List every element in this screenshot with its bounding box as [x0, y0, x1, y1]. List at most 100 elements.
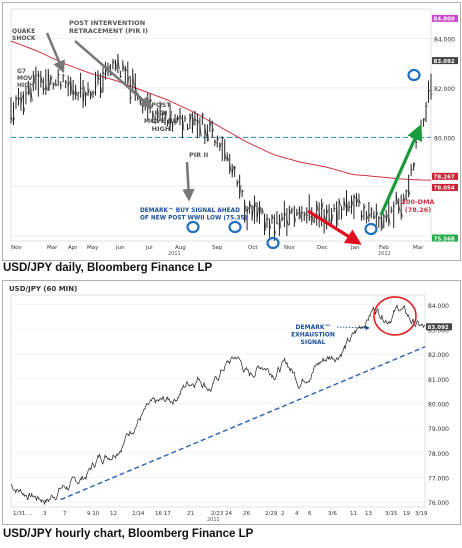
- x-tick-label: 24: [225, 511, 232, 517]
- daily-x-axis: Nov Mar Apr May Jun Jul Aug Sep Oct Nov Dec Jan Feb M…: [11, 245, 424, 257]
- x-tick-label: 21: [187, 511, 194, 517]
- price-tick: [261, 208, 264, 214]
- price-tick: [23, 107, 26, 115]
- hourly-title: USD/JPY (60 MIN): [9, 285, 77, 293]
- price-tick: [45, 84, 48, 91]
- demark-circle: [407, 68, 421, 82]
- demark-circle: [364, 222, 378, 236]
- x-tick-label: 4: [295, 511, 299, 517]
- price-tick: [92, 91, 95, 94]
- price-tick: [321, 203, 324, 211]
- x-tick-label: Nov: [284, 245, 295, 251]
- x-tick-label: Jan: [350, 245, 360, 251]
- price-tick: [212, 128, 215, 133]
- x-tick-label: Aug: [175, 245, 186, 251]
- price-tick: [167, 119, 170, 126]
- price-tick: [254, 200, 257, 208]
- price-tick: [430, 93, 433, 95]
- price-tag-text: 78.054: [434, 186, 455, 192]
- price-tag-box: [432, 172, 458, 180]
- price-tick: [162, 112, 165, 115]
- price-tag-box: [432, 14, 458, 22]
- price-tick: [209, 121, 212, 129]
- daily-demark-circles: [186, 68, 421, 250]
- price-tick: [90, 91, 93, 99]
- price-tick: [187, 127, 190, 131]
- price-tick: [274, 230, 277, 236]
- price-tick: [271, 214, 274, 220]
- price-tick: [189, 114, 192, 123]
- price-tick: [428, 88, 431, 92]
- y-tick-label: 82.000: [434, 86, 455, 93]
- price-tick: [395, 193, 399, 205]
- price-tick: [80, 87, 83, 89]
- arrow-green-up: [379, 124, 423, 216]
- trendline: [60, 346, 426, 501]
- price-tick: [284, 213, 287, 217]
- price-tick: [326, 209, 329, 216]
- price-tick: [87, 88, 90, 94]
- x-tick-label: 3: [43, 511, 47, 517]
- demark-exhaustion-label: DEMARK™ EXHAUSTION SIGNAL: [291, 324, 335, 346]
- y-tick-label: 77.000: [428, 475, 449, 482]
- year-label: 2012: [207, 517, 220, 523]
- price-tick: [219, 143, 222, 149]
- x-tick-label: 1/31 ...: [13, 511, 33, 517]
- x-tick-label: Jul: [145, 245, 153, 251]
- price-tick: [127, 75, 130, 84]
- price-tick: [214, 140, 217, 144]
- price-tick: [192, 117, 195, 131]
- price-tick: [298, 206, 302, 219]
- price-tick: [398, 205, 401, 212]
- price-tick: [376, 211, 379, 218]
- y-tick-label: 80.000: [434, 135, 455, 142]
- price-tick: [132, 74, 135, 86]
- daily-price-tags: 84.800 83.092 78.267 78.054 75.568: [432, 14, 458, 242]
- price-tick: [197, 120, 200, 126]
- price-tick: [100, 85, 103, 94]
- price-tick: [25, 92, 28, 94]
- x-tick-label: 16 17: [155, 511, 171, 517]
- y-tick-label: 76.000: [428, 500, 449, 507]
- y-tick-label: 84.000: [428, 303, 449, 310]
- x-tick-label: Nov: [11, 245, 22, 251]
- price-tick: [157, 115, 160, 120]
- price-tick: [231, 165, 234, 175]
- price-tick: [236, 181, 239, 185]
- price-tick: [47, 70, 51, 91]
- hourly-chart-panel: USD/JPY (60 MIN) 84.000 83.000 82.000 81.000…: [2, 280, 461, 525]
- year-label: 2012: [378, 251, 391, 257]
- price-tick: [256, 207, 259, 221]
- x-tick-label: 2/23: [211, 511, 224, 517]
- price-tick: [130, 96, 132, 99]
- daily-caption: USD/JPY daily, Bloomberg Finance LP: [3, 262, 213, 274]
- price-tick: [112, 61, 115, 65]
- price-tick: [152, 110, 155, 118]
- x-tick-label: 6: [308, 511, 312, 517]
- price-tick: [361, 214, 364, 218]
- price-tag-box: [432, 183, 458, 191]
- price-tick: [264, 216, 267, 231]
- price-tick: [164, 116, 167, 120]
- price-tick: [383, 214, 386, 218]
- hourly-plot-area: [10, 294, 426, 508]
- price-tick: [82, 86, 85, 107]
- price-tick: [72, 89, 75, 95]
- price-tick: [338, 199, 341, 206]
- price-tick: [308, 216, 311, 219]
- hourly-price-line: [11, 304, 426, 506]
- price-tick: [67, 81, 70, 88]
- hourly-caption: USD/JPY hourly chart, Bloomberg Finance …: [3, 528, 254, 540]
- price-tick: [120, 75, 123, 78]
- price-tick: [239, 184, 242, 197]
- price-tick: [28, 83, 31, 95]
- price-tick: [405, 189, 408, 192]
- price-tick: [169, 110, 172, 130]
- price-tick: [371, 208, 374, 211]
- x-tick-label: May: [87, 245, 99, 251]
- price-tag-text: 84.800: [434, 17, 455, 23]
- x-tick-label: 12: [110, 511, 117, 517]
- price-tick: [403, 197, 406, 205]
- price-tick: [174, 120, 177, 123]
- price-tick: [281, 217, 284, 221]
